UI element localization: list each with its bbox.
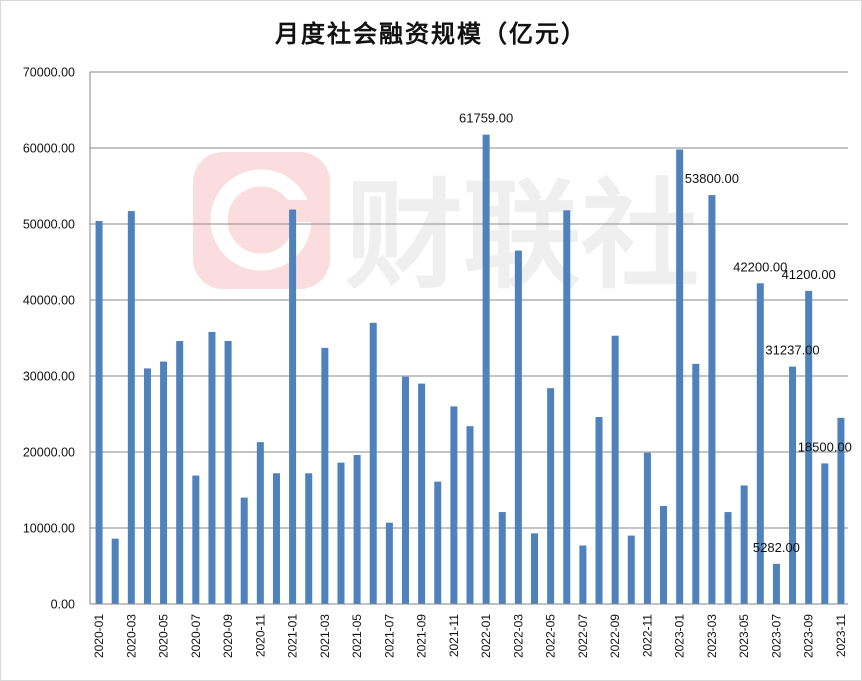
bar [224, 341, 232, 604]
x-tick-label: 2023-05 [737, 614, 751, 658]
bar [337, 462, 345, 604]
bar [563, 210, 571, 604]
bar [321, 347, 329, 604]
y-tick-label: 70000.00 [23, 66, 75, 80]
bar [821, 463, 829, 604]
x-tick-label: 2021-11 [447, 614, 461, 657]
bar [289, 209, 297, 604]
bar [272, 473, 280, 604]
bar [240, 497, 248, 604]
bars [95, 134, 845, 605]
bar [643, 452, 651, 604]
x-tick-label: 2021-03 [318, 614, 332, 658]
data-label: 41200.00 [782, 267, 836, 282]
data-label: 5282.00 [753, 540, 800, 555]
x-tick-label: 2022-11 [640, 614, 654, 657]
bar [176, 341, 184, 604]
axes [89, 72, 848, 605]
bar [192, 475, 200, 604]
data-label: 42200.00 [733, 259, 787, 274]
bar [143, 368, 151, 604]
bar [547, 388, 555, 604]
bar [256, 442, 264, 604]
data-label: 31237.00 [765, 343, 819, 358]
x-tick-label: 2023-11 [834, 614, 848, 657]
x-axis-ticks: 2020-01 2020-03 2020-05 2020-07 2020-09 2020-… [92, 614, 848, 658]
bar [837, 417, 845, 604]
x-tick-label: 2022-03 [511, 614, 525, 658]
bar [450, 406, 458, 604]
y-tick-label: 10000.00 [23, 522, 75, 536]
bar [627, 535, 635, 604]
y-tick-label: 60000.00 [23, 142, 75, 156]
bar [724, 512, 732, 604]
x-tick-label: 2022-05 [544, 614, 558, 658]
y-axis-ticks: 0.00 10000.00 20000.00 30000.00 40000.00 5000… [23, 66, 75, 612]
data-labels: 61759.00 53800.00 42200.00 5282.00 31237.00 4… [459, 111, 852, 555]
x-tick-label: 2020-11 [253, 614, 267, 657]
bar [579, 545, 587, 604]
bar [369, 322, 377, 604]
watermark-logo: 财联社 [193, 152, 699, 305]
data-label: 18500.00 [798, 439, 852, 454]
x-tick-label: 2022-01 [479, 614, 493, 658]
bar [531, 533, 539, 604]
bar [772, 563, 780, 604]
bar [353, 455, 361, 604]
x-tick-label: 2022-09 [608, 614, 622, 658]
x-tick-label: 2023-09 [802, 614, 816, 658]
bar [514, 250, 522, 604]
bar [611, 335, 619, 604]
y-tick-label: 30000.00 [23, 370, 75, 384]
data-label: 61759.00 [459, 111, 513, 126]
bar [756, 283, 764, 604]
bar [676, 149, 684, 604]
x-tick-label: 2021-07 [382, 614, 396, 658]
x-tick-label: 2023-01 [673, 614, 687, 658]
x-tick-label: 2021-09 [415, 614, 429, 658]
bar [385, 522, 393, 604]
y-tick-label: 20000.00 [23, 446, 75, 460]
x-tick-label: 2020-05 [157, 614, 171, 658]
watermark-text: 财联社 [345, 167, 699, 305]
x-tick-label: 2023-07 [769, 614, 783, 658]
x-tick-label: 2020-07 [189, 614, 203, 658]
bar [708, 195, 716, 604]
bar [418, 383, 426, 604]
bar [740, 485, 748, 604]
data-label: 53800.00 [685, 171, 739, 186]
x-tick-label: 2021-01 [286, 614, 300, 658]
bar [160, 361, 168, 604]
bar [305, 473, 313, 604]
bar [401, 376, 409, 604]
bar [789, 366, 797, 604]
bar [805, 290, 813, 604]
x-tick-label: 2020-09 [221, 614, 235, 658]
y-tick-label: 50000.00 [23, 218, 75, 232]
bar [498, 512, 506, 604]
bar [660, 505, 668, 604]
x-tick-label: 2020-01 [92, 614, 106, 658]
bar [434, 481, 442, 604]
x-tick-label: 2022-07 [576, 614, 590, 658]
chart-title: 月度社会融资规模（亿元） [275, 20, 587, 48]
y-tick-label: 0.00 [51, 598, 75, 612]
x-tick-label: 2023-03 [705, 614, 719, 658]
bar [692, 363, 700, 604]
bar [127, 211, 135, 604]
bar [111, 538, 119, 604]
bar [595, 417, 603, 604]
bar [482, 134, 490, 605]
x-tick-label: 2020-03 [124, 614, 138, 658]
bar [466, 426, 474, 604]
bar [208, 331, 216, 604]
x-tick-label: 2021-05 [350, 614, 364, 658]
y-tick-label: 40000.00 [23, 294, 75, 308]
bar [95, 220, 103, 604]
